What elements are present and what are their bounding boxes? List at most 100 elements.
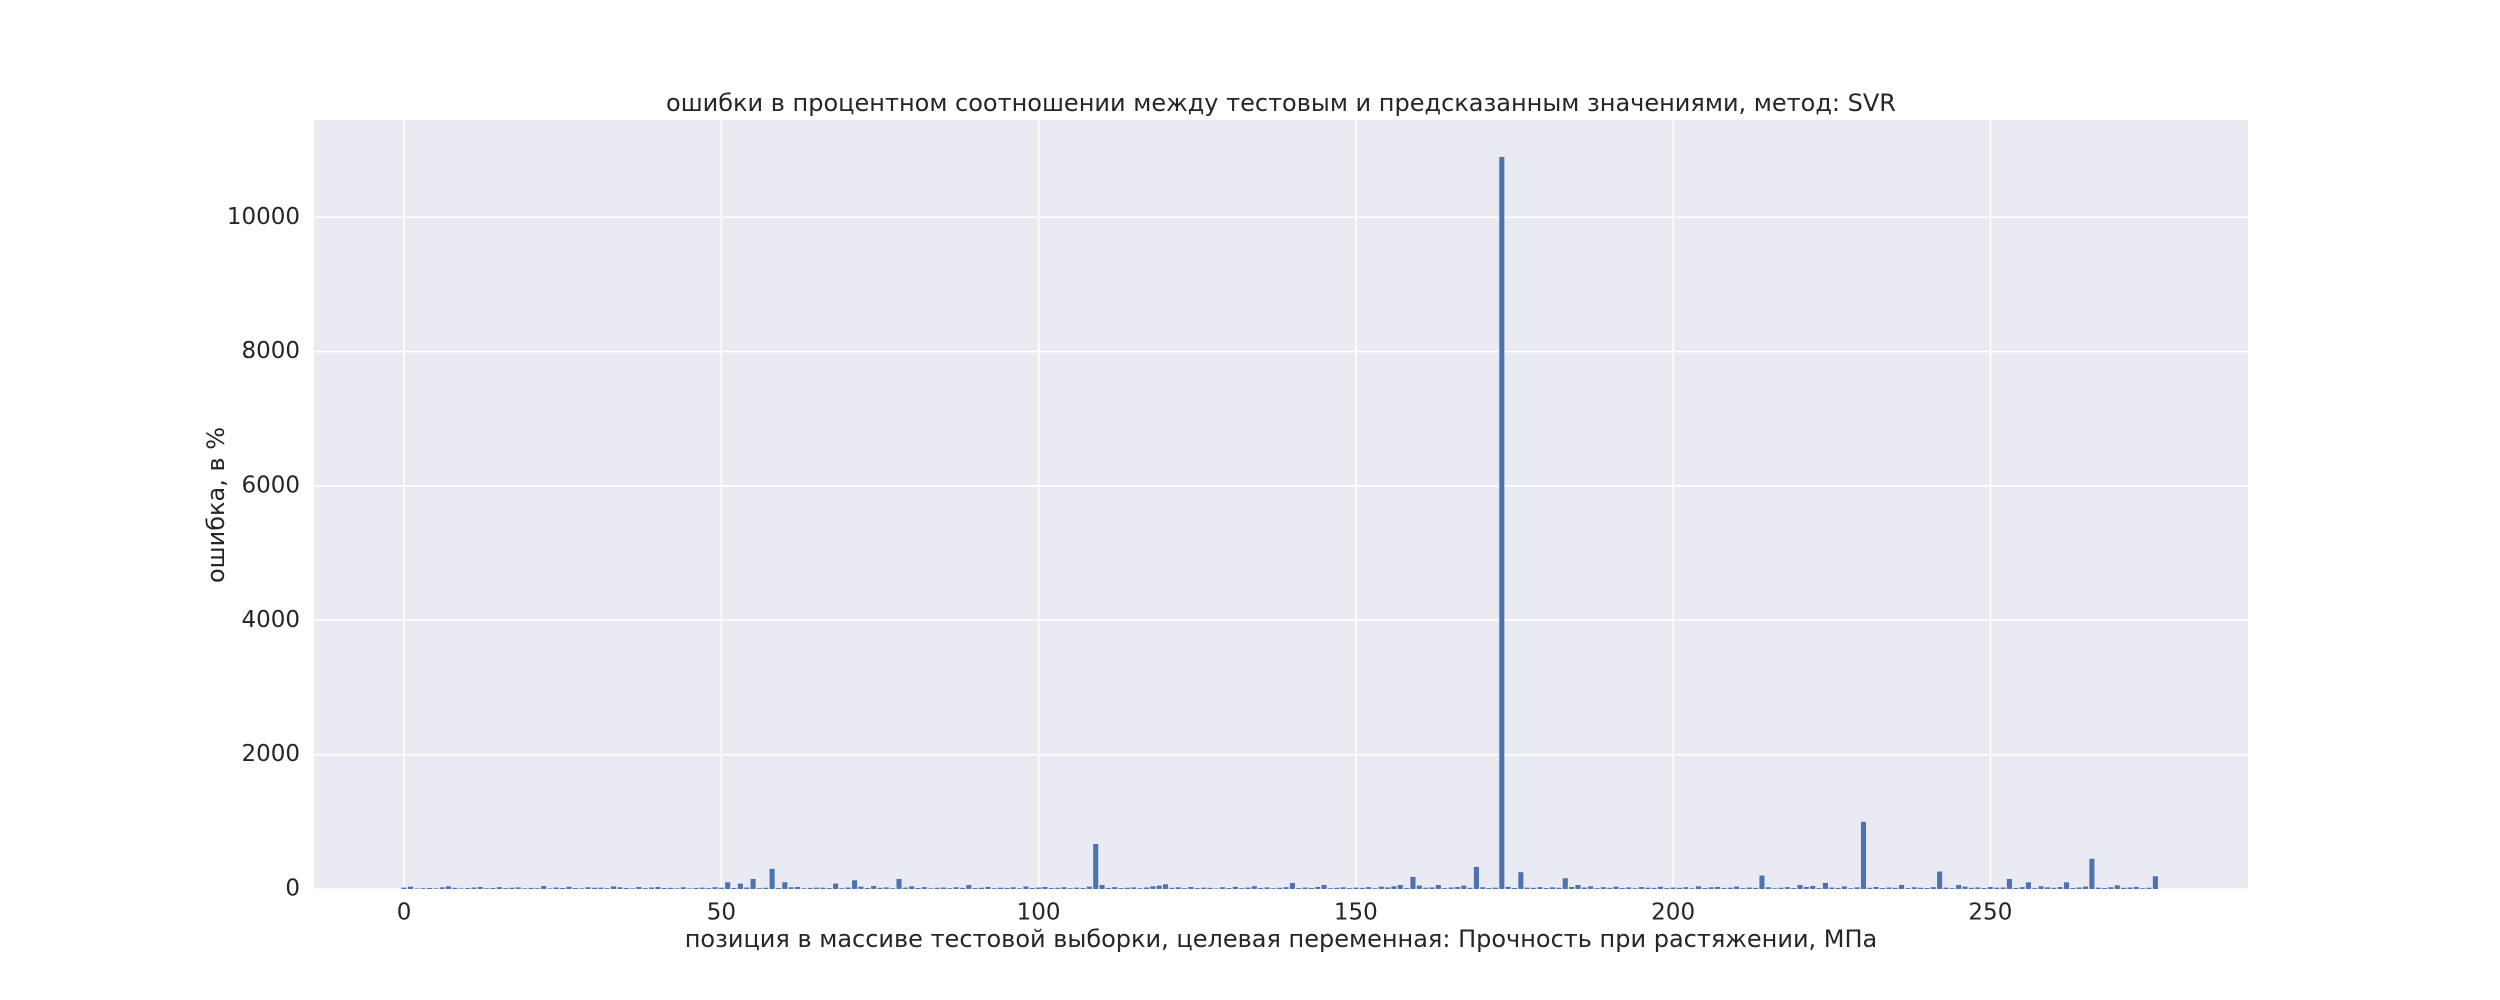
bar: [1067, 888, 1073, 889]
bar: [1670, 887, 1676, 889]
y-tick-label: 4000: [241, 607, 300, 633]
y-tick-label: 8000: [241, 338, 300, 364]
bar: [1308, 887, 1314, 889]
bar: [1099, 884, 1105, 889]
bar: [985, 886, 991, 889]
bar: [2013, 887, 2019, 889]
bar: [528, 887, 534, 889]
bar: [1734, 886, 1740, 889]
bar: [515, 887, 521, 889]
bar: [1695, 886, 1702, 889]
bar: [1499, 156, 1505, 890]
bar: [1689, 888, 1695, 889]
bar: [1150, 886, 1156, 889]
bar: [1010, 887, 1016, 889]
bar: [953, 887, 959, 889]
bar: [725, 882, 731, 889]
bar: [591, 887, 597, 889]
bar: [1562, 878, 1568, 889]
chart-title: ошибки в процентном соотношении между те…: [666, 89, 1896, 117]
bar: [1055, 887, 1061, 889]
bar: [1511, 887, 1518, 889]
bar: [1715, 886, 1721, 889]
bar: [1169, 887, 1175, 889]
bar: [1086, 886, 1092, 889]
bar: [915, 887, 921, 889]
bar: [585, 887, 591, 889]
bar: [2146, 887, 2152, 889]
bar: [1353, 887, 1359, 889]
bar: [1258, 887, 1264, 889]
bar: [699, 887, 705, 889]
bar: [623, 887, 629, 889]
x-axis-label: позиция в массиве тестовой выборки, целе…: [685, 925, 1878, 953]
bar: [877, 887, 883, 889]
bar: [896, 878, 902, 889]
bar: [1480, 887, 1486, 889]
bar: [477, 886, 483, 889]
bar: [1829, 887, 1835, 889]
bar: [883, 887, 889, 889]
bar: [1879, 888, 1886, 889]
bar: [1239, 888, 1245, 889]
bar: [1816, 888, 1822, 889]
bar: [1004, 887, 1010, 889]
bar: [763, 887, 769, 889]
bar: [465, 888, 471, 889]
bar: [2095, 887, 2101, 889]
bar: [534, 888, 540, 889]
bar: [1093, 844, 1099, 889]
bar: [712, 887, 718, 889]
bar: [1975, 887, 1981, 889]
bar: [1131, 887, 1137, 889]
bar: [2108, 887, 2114, 889]
bar: [1588, 886, 1594, 889]
bar: [1029, 887, 1035, 889]
bar: [1105, 887, 1111, 889]
bar: [1956, 884, 1962, 889]
bar: [1023, 886, 1029, 889]
bar: [1968, 887, 1974, 889]
bar: [998, 887, 1004, 889]
bar: [1182, 888, 1188, 889]
bar: [2076, 887, 2082, 889]
bar: [598, 887, 604, 889]
bar: [655, 886, 661, 889]
bar: [2114, 885, 2120, 889]
bar: [566, 886, 572, 889]
bar: [2051, 887, 2057, 889]
bar: [1334, 887, 1340, 889]
bar: [871, 885, 877, 889]
bar: [1524, 887, 1530, 889]
bar: [1727, 887, 1733, 889]
bar: [947, 888, 953, 889]
bar: [452, 887, 458, 889]
bar: [1949, 888, 1955, 889]
bar: [1626, 887, 1632, 889]
bar: [1410, 876, 1416, 889]
bar: [541, 885, 547, 889]
bar: [2152, 876, 2158, 889]
bar: [1543, 888, 1549, 889]
bar: [794, 886, 801, 889]
bar: [661, 888, 667, 889]
bar: [1607, 887, 1613, 889]
bar: [553, 887, 559, 889]
bar: [1537, 887, 1543, 889]
bar: [407, 886, 413, 889]
bar: [1264, 887, 1270, 889]
bar: [902, 887, 908, 889]
bar: [1112, 887, 1118, 889]
bar: [2121, 887, 2127, 889]
bar: [2127, 887, 2133, 889]
bar: [1657, 886, 1663, 889]
bar: [1994, 887, 2000, 889]
bar: [1492, 887, 1499, 889]
bar: [1340, 887, 1346, 889]
y-tick-label: 10000: [227, 204, 300, 230]
bar: [1188, 886, 1194, 889]
bar: [1810, 885, 1816, 889]
bar: [1530, 887, 1537, 889]
